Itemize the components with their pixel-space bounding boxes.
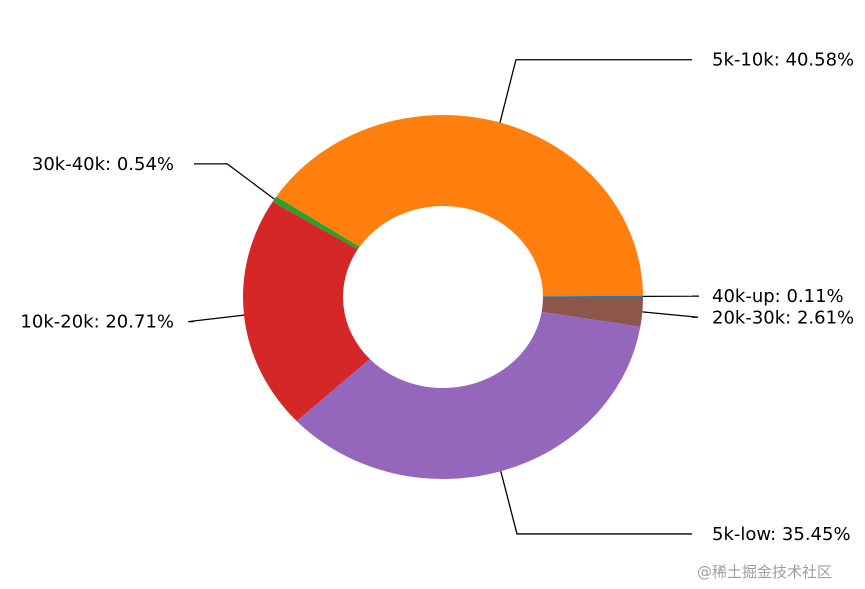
wedge-5k-low [296, 311, 641, 479]
donut-wedges [243, 115, 643, 479]
wedge-30k-40k [272, 196, 360, 250]
wedge-20k-30k [541, 296, 643, 327]
watermark: @稀土掘金技术社区 [697, 563, 833, 581]
label-30k-40k: 30k-40k: 0.54% [32, 154, 174, 175]
label-20k-30k: 20k-30k: 2.61% [712, 307, 854, 328]
label-40k-up: 40k-up: 0.11% [712, 286, 844, 307]
leader-line-5k-low [500, 471, 692, 535]
donut-labels: 5k-10k: 40.58% 30k-40k: 0.54% 10k-20k: 20.… [20, 50, 854, 545]
leader-line-20k-30k [642, 311, 699, 318]
leader-line-10k-20k [188, 314, 245, 323]
label-5k-low: 5k-low: 35.45% [712, 524, 851, 545]
label-5k-10k: 5k-10k: 40.58% [712, 50, 854, 71]
wedge-5k-10k [276, 115, 643, 297]
wedge-10k-20k [243, 201, 370, 422]
leader-line-5k-10k [499, 59, 692, 123]
wedge-40k-up [542, 295, 643, 297]
leader-line-30k-40k [194, 163, 275, 200]
label-10k-20k: 10k-20k: 20.71% [20, 312, 174, 333]
